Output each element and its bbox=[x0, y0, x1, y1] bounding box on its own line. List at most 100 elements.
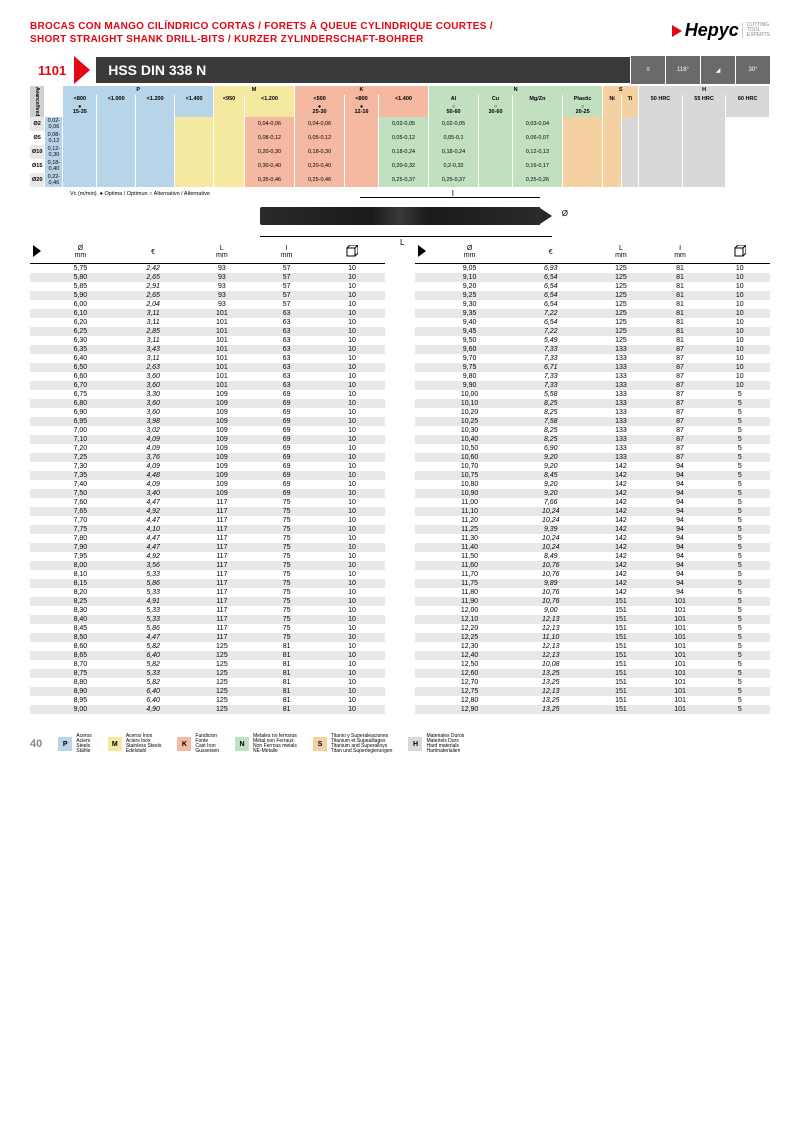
mark bbox=[378, 103, 428, 117]
data-row: 6,203,111016310 bbox=[30, 318, 385, 327]
data-row: 8,003,561177510 bbox=[30, 561, 385, 570]
data-row: 10,208,25133875 bbox=[415, 408, 770, 417]
arrow-icon bbox=[74, 56, 90, 84]
data-row: 10,257,58133875 bbox=[415, 417, 770, 426]
legend-item: P Aceros Aciers Steels Stähle bbox=[58, 734, 92, 754]
data-row: 8,205,331177510 bbox=[30, 588, 385, 597]
flute-icon: ◢ bbox=[701, 56, 735, 84]
data-row: 12,3012,131511015 bbox=[415, 642, 770, 651]
data-row: 9,607,331338710 bbox=[415, 345, 770, 354]
data-row: 8,155,861177510 bbox=[30, 579, 385, 588]
legend-item: HMateriales Duros Materiels Durs Hard ma… bbox=[408, 734, 464, 754]
data-row: 6,403,111016310 bbox=[30, 354, 385, 363]
data-row: 6,252,851016310 bbox=[30, 327, 385, 336]
mark: ● 15-35 bbox=[63, 103, 97, 117]
cat-H: H bbox=[639, 86, 770, 95]
data-row: 7,104,091096910 bbox=[30, 435, 385, 444]
data-row: 7,654,921177510 bbox=[30, 507, 385, 516]
legend-item: KFundicion Fonte Cast Iron Gusseisen bbox=[177, 734, 219, 754]
data-row: 12,4012,131511015 bbox=[415, 651, 770, 660]
logo-subtitle: CUTTING TOOL EXPERTS bbox=[742, 23, 770, 38]
title-line-1: BROCAS CON MANGO CILÍNDRICO CORTAS / FOR… bbox=[30, 20, 493, 33]
data-row: 7,904,471177510 bbox=[30, 543, 385, 552]
data-row: 6,303,111016310 bbox=[30, 336, 385, 345]
mark bbox=[97, 103, 136, 117]
data-row: 12,9013,251511015 bbox=[415, 705, 770, 714]
data-row: 5,902,65935710 bbox=[30, 291, 385, 300]
data-row: 11,007,66142945 bbox=[415, 498, 770, 507]
data-row: 10,506,90133875 bbox=[415, 444, 770, 453]
mark bbox=[244, 103, 294, 117]
data-row: 7,604,471177510 bbox=[30, 498, 385, 507]
product-name: HSS DIN 338 N bbox=[96, 57, 630, 83]
legend-text: Fundicion Fonte Cast Iron Gusseisen bbox=[195, 734, 219, 754]
data-row: 10,809,20142945 bbox=[415, 480, 770, 489]
data-row: 6,703,601016310 bbox=[30, 381, 385, 390]
barcode-icon: ≡ bbox=[631, 56, 665, 84]
data-row: 12,6013,251511015 bbox=[415, 669, 770, 678]
data-row: 7,503,401096910 bbox=[30, 489, 385, 498]
mark bbox=[621, 103, 638, 117]
helix-icon: 30° bbox=[736, 56, 770, 84]
data-row: 6,753,301096910 bbox=[30, 390, 385, 399]
data-row: 11,9010,761511015 bbox=[415, 597, 770, 606]
data-row: 9,756,711338710 bbox=[415, 363, 770, 372]
product-bar: 1101 HSS DIN 338 N ≡ 118° ◢ 30° bbox=[30, 56, 770, 84]
feed-dia: Ø5 bbox=[30, 131, 45, 145]
legend-text: Aceros Aciers Steels Stähle bbox=[76, 734, 92, 754]
data-row: 9,106,541258110 bbox=[415, 273, 770, 282]
col-dia: Ø mm bbox=[44, 241, 117, 264]
legend-text: Aceros Inox Aciers Inox Stainless Steels… bbox=[126, 734, 162, 754]
legend-box: M bbox=[108, 737, 122, 751]
subcat: Mg/Zn bbox=[512, 95, 562, 104]
data-row: 12,5010,081511015 bbox=[415, 660, 770, 669]
mark: ○ 20-25 bbox=[562, 103, 602, 117]
legend-text: Metales no ferrosos Métal non Ferraux No… bbox=[253, 734, 297, 754]
data-row: 9,306,541258110 bbox=[415, 300, 770, 309]
subcat: <950 bbox=[214, 95, 245, 104]
title-line-2: SHORT STRAIGHT SHANK DRILL-BITS / KURZER… bbox=[30, 33, 493, 46]
data-row: 9,004,901258110 bbox=[30, 705, 385, 714]
feed-dia: Ø10 bbox=[30, 145, 45, 159]
data-row: 12,1012,131511015 bbox=[415, 615, 770, 624]
data-table-left: Ø mm€L mmI mm5,752,429357105,802,6593571… bbox=[30, 241, 385, 714]
legend-item: M Aceros Inox Aciers Inox Stainless Steel… bbox=[108, 734, 162, 754]
subcat: 50 HRC bbox=[639, 95, 683, 104]
data-tables: Ø mm€L mmI mm5,752,429357105,802,6593571… bbox=[30, 241, 770, 714]
feed-dia: Ø2 bbox=[30, 117, 45, 131]
col-I: I mm bbox=[650, 241, 709, 264]
data-row: 8,254,911177510 bbox=[30, 597, 385, 606]
mark: ● 25-30 bbox=[295, 103, 345, 117]
col-L: L mm bbox=[190, 241, 255, 264]
legend-text: Titanio y Superaleaciones Titanium et Su… bbox=[331, 734, 393, 754]
feed-axis-label: Avance/feed bbox=[30, 86, 45, 117]
data-row: 12,8013,251511015 bbox=[415, 696, 770, 705]
data-row: 9,707,331338710 bbox=[415, 354, 770, 363]
data-row: 9,807,331338710 bbox=[415, 372, 770, 381]
cat-M: M bbox=[214, 86, 295, 95]
legend-box: P bbox=[58, 737, 72, 751]
data-row: 7,754,101177510 bbox=[30, 525, 385, 534]
data-row: 6,502,631016310 bbox=[30, 363, 385, 372]
data-row: 6,903,601096910 bbox=[30, 408, 385, 417]
cat-K: K bbox=[295, 86, 429, 95]
data-row: 9,256,541258110 bbox=[415, 291, 770, 300]
subcat: <1.400 bbox=[378, 95, 428, 104]
data-row: 12,7512,131511015 bbox=[415, 687, 770, 696]
legend: 40 P Aceros Aciers Steels Stähle M Aceros I… bbox=[30, 734, 770, 754]
subcat: Plastic bbox=[562, 95, 602, 104]
cat-P: P bbox=[63, 86, 214, 95]
data-row: 8,956,401258110 bbox=[30, 696, 385, 705]
data-row: 9,907,331338710 bbox=[415, 381, 770, 390]
arrow-icon bbox=[415, 241, 429, 264]
tip-angle-icon: 118° bbox=[666, 56, 700, 84]
legend-item: STitanio y Superaleaciones Titanium et S… bbox=[313, 734, 393, 754]
data-row: 7,954,921177510 bbox=[30, 552, 385, 561]
data-row: 7,003,021096910 bbox=[30, 426, 385, 435]
mark: ● 12-16 bbox=[345, 103, 379, 117]
data-row: 6,002,04935710 bbox=[30, 300, 385, 309]
data-row: 6,953,981096910 bbox=[30, 417, 385, 426]
drill-diagram: I Ø L bbox=[30, 207, 770, 227]
data-row: 12,2511,101511015 bbox=[415, 633, 770, 642]
page-number: 40 bbox=[30, 738, 42, 750]
